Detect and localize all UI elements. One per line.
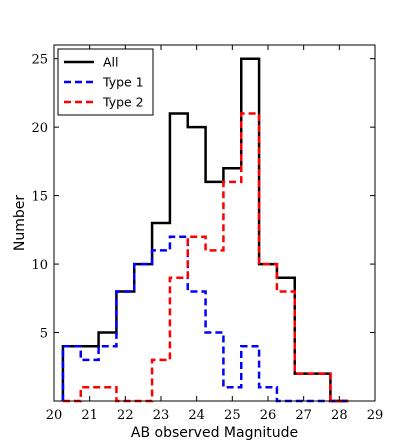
x-tick-label: 27 — [295, 408, 312, 423]
legend-box — [57, 48, 154, 116]
x-tick-label: 28 — [331, 408, 348, 423]
legend-label: Type 2 — [102, 95, 144, 110]
plot-frame — [53, 44, 376, 402]
series-layer — [61, 57, 349, 403]
x-tick-label: 26 — [260, 408, 277, 423]
x-tick-label: 20 — [46, 408, 63, 423]
y-tick-label: 10 — [31, 258, 48, 273]
x-tick-label: 23 — [153, 408, 170, 423]
x-axis-label: AB observed Magnitude — [131, 425, 298, 441]
ticks-layer: 20 21 22 23 24 25 26 27 28 29 5 10 15 20 25 — [31, 45, 383, 423]
x-tick-label: 22 — [117, 408, 134, 423]
y-tick-label: 20 — [31, 121, 48, 136]
legend-label: All — [103, 55, 119, 70]
legend-label: Type 1 — [102, 75, 144, 90]
y-tick-label: 25 — [31, 53, 48, 68]
x-tick-label: 25 — [224, 408, 241, 423]
y-axis-label: Number — [12, 195, 28, 251]
x-tick-label: 29 — [367, 408, 384, 423]
y-tick-label: 5 — [40, 327, 48, 342]
x-tick-label: 21 — [81, 408, 98, 423]
legend: All Type 1 Type 2 — [57, 48, 154, 116]
y-tick-label: 15 — [31, 190, 48, 205]
x-tick-label: 24 — [188, 408, 205, 423]
